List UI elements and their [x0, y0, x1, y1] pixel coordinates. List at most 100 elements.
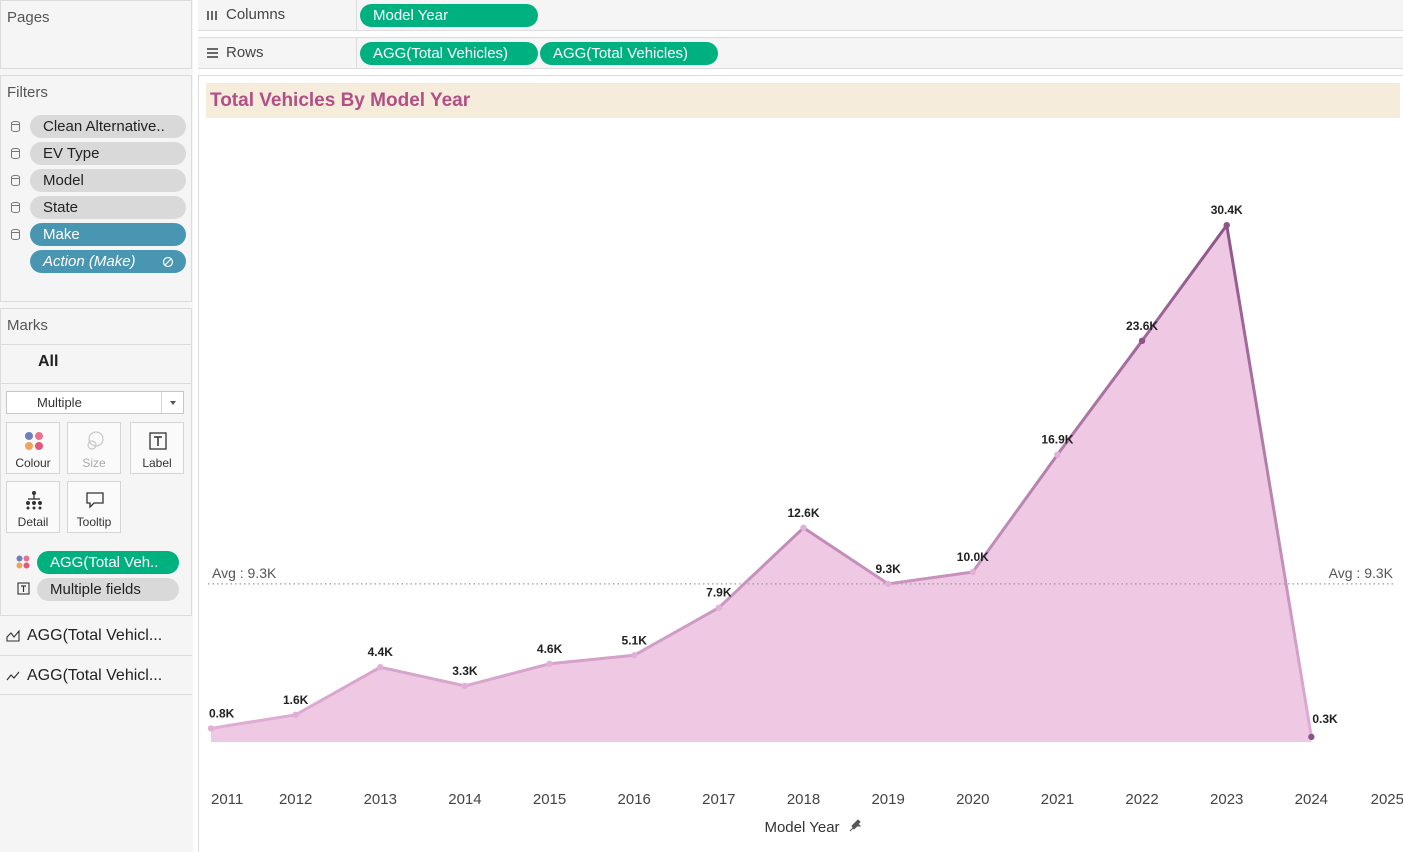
- rows-label-text: Rows: [226, 44, 264, 61]
- marks-field-colour-pill[interactable]: AGG(Total Veh..: [37, 551, 179, 574]
- marks-layer-line[interactable]: AGG(Total Vehicl...: [0, 655, 192, 695]
- series-line-segment: [1140, 223, 1229, 343]
- filter-pill-model[interactable]: Model: [30, 169, 186, 192]
- data-label: 4.6K: [537, 642, 563, 656]
- detail-tree-icon: [26, 491, 42, 510]
- detail-button-label: Detail: [17, 515, 49, 529]
- series-line-segment: [378, 665, 467, 688]
- filters-title: Filters: [7, 84, 48, 101]
- x-tick-label: 2021: [1041, 791, 1074, 808]
- data-label: 3.3K: [452, 664, 478, 678]
- tooltip-button-label: Tooltip: [76, 515, 112, 529]
- data-point: [292, 711, 299, 718]
- marks-all-tab[interactable]: All: [38, 353, 59, 370]
- mark-type-dropdown[interactable]: Multiple: [6, 391, 184, 414]
- data-label: 5.1K: [622, 633, 648, 647]
- detail-button[interactable]: Detail: [6, 481, 60, 533]
- data-point: [1223, 222, 1230, 229]
- size-button-label: Size: [82, 456, 106, 470]
- database-icon: [11, 175, 20, 186]
- series-line-segment: [209, 713, 298, 730]
- data-point: [207, 725, 215, 732]
- colour-button-label: Colour: [15, 456, 51, 470]
- marks-field-label-pill[interactable]: Multiple fields: [37, 578, 179, 601]
- data-label: 1.6K: [283, 693, 309, 707]
- data-point: [884, 580, 892, 588]
- data-point: [1308, 733, 1315, 741]
- columns-shelf[interactable]: Columns Model Year: [198, 0, 1403, 31]
- data-point: [800, 524, 807, 531]
- colour-button[interactable]: Colour: [6, 422, 60, 474]
- x-tick-label: 2020: [956, 791, 989, 808]
- data-point: [377, 664, 384, 671]
- filter-pill-action-make[interactable]: Action (Make): [30, 250, 186, 273]
- filter-pill-state[interactable]: State: [30, 196, 186, 219]
- x-tick-label: 2018: [787, 791, 820, 808]
- text-label-icon: [17, 582, 30, 595]
- database-icon: [11, 148, 20, 159]
- tooltip-button[interactable]: Tooltip: [67, 481, 121, 533]
- series-line-segment: [632, 606, 721, 657]
- x-tick-label: 2023: [1210, 791, 1243, 808]
- series-line-segment: [294, 665, 382, 717]
- chart-title: Total Vehicles By Model Year: [210, 90, 471, 111]
- x-tick-label: 2014: [448, 791, 481, 808]
- pages-title: Pages: [7, 9, 50, 26]
- rows-shelf-label: Rows: [198, 38, 357, 68]
- pin-icon: [849, 819, 862, 832]
- data-label: 7.9K: [706, 586, 732, 600]
- data-label: 10.0K: [957, 550, 989, 564]
- series-line-segment: [463, 662, 552, 688]
- filter-pill-action-make-label: Action (Make): [43, 253, 136, 270]
- data-label: 0.3K: [1312, 712, 1338, 726]
- x-tick-label: 2016: [618, 791, 651, 808]
- data-label: 23.6K: [1126, 319, 1158, 333]
- data-label: 12.6K: [787, 506, 819, 520]
- marks-divider: [1, 383, 191, 384]
- line-chart-icon: [6, 671, 20, 681]
- data-point: [631, 652, 638, 659]
- text-label-icon: [149, 432, 167, 450]
- marks-layer-area[interactable]: AGG(Total Vehicl...: [0, 615, 192, 655]
- marks-divider: [1, 344, 191, 345]
- size-button[interactable]: Size: [67, 422, 121, 474]
- database-icon: [11, 121, 20, 132]
- chevron-down-icon[interactable]: [161, 392, 183, 413]
- x-tick-label: 2022: [1125, 791, 1158, 808]
- series-line-segment: [886, 570, 975, 586]
- data-label: 30.4K: [1211, 203, 1243, 217]
- filter-pill-ev-type[interactable]: EV Type: [30, 142, 186, 165]
- marks-layer-area-label: AGG(Total Vehicl...: [27, 627, 163, 644]
- data-point: [1138, 337, 1146, 344]
- x-tick-label: 2011: [211, 791, 243, 808]
- rows-pill-total-vehicles-2[interactable]: AGG(Total Vehicles): [540, 42, 718, 65]
- data-point: [715, 604, 723, 611]
- columns-icon: [207, 11, 217, 20]
- filter-pill-clean-alternative[interactable]: Clean Alternative..: [30, 115, 186, 138]
- x-axis-title: Model Year: [764, 819, 839, 836]
- rows-pill-total-vehicles-1[interactable]: AGG(Total Vehicles): [360, 42, 538, 65]
- x-tick-label: 2019: [871, 791, 904, 808]
- filter-pill-make[interactable]: Make: [30, 223, 186, 246]
- database-icon: [11, 229, 20, 240]
- x-tick-label: 2013: [364, 791, 397, 808]
- area-fill: [211, 225, 1312, 742]
- data-point: [546, 660, 553, 667]
- data-label: 16.9K: [1041, 433, 1073, 447]
- columns-shelf-label: Columns: [198, 0, 357, 30]
- data-label: 9.3K: [875, 562, 901, 576]
- marks-layer-line-label: AGG(Total Vehicl...: [27, 667, 163, 684]
- columns-pill-model-year[interactable]: Model Year: [360, 4, 538, 27]
- colour-dots-icon: [25, 432, 43, 450]
- average-label-left: Avg : 9.3K: [212, 565, 277, 581]
- average-label-right: Avg : 9.3K: [1329, 565, 1394, 581]
- mark-type-value: Multiple: [37, 395, 82, 410]
- rows-icon: [207, 48, 218, 58]
- rows-shelf[interactable]: Rows AGG(Total Vehicles) AGG(Total Vehic…: [198, 37, 1403, 69]
- label-button[interactable]: Label: [130, 422, 184, 474]
- pages-card[interactable]: Pages: [0, 0, 192, 69]
- size-circles-icon: [87, 431, 104, 450]
- data-point: [461, 682, 469, 690]
- series-line-segment: [1225, 223, 1313, 739]
